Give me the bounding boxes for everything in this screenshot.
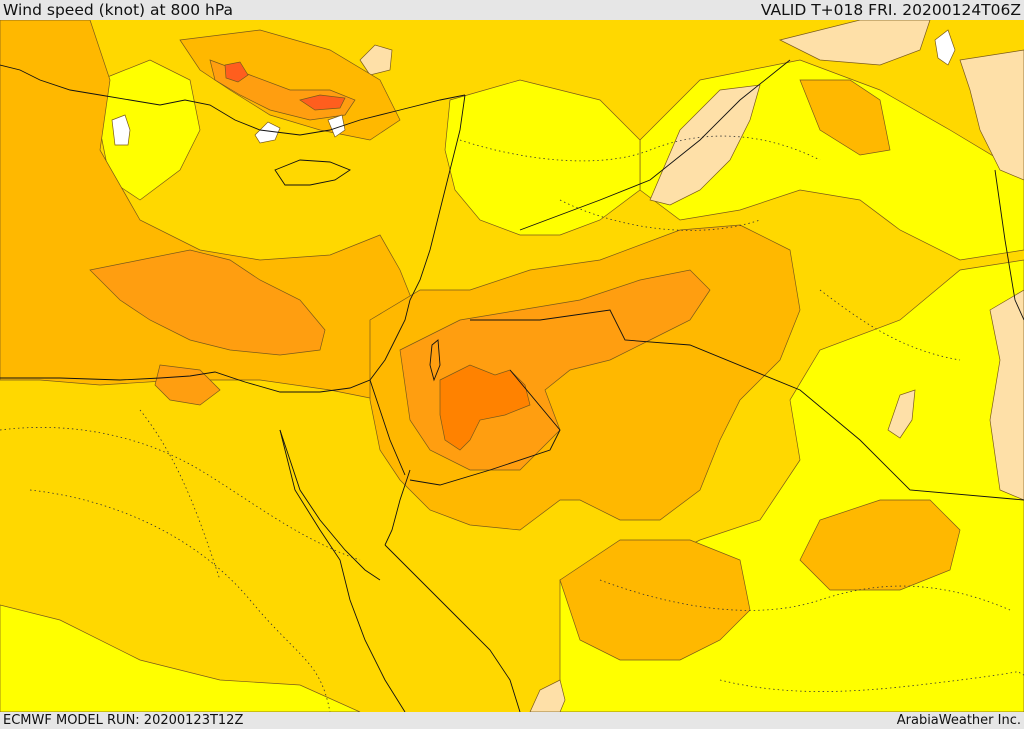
map-canvas [0, 20, 1024, 712]
border-egypt-israel [369, 379, 406, 476]
field-light-5 [887, 389, 916, 439]
credit: ArabiaWeather Inc. [896, 713, 1021, 728]
coast-borders [0, 59, 1024, 712]
field-light-3 [778, 20, 931, 66]
field-redorange-north [224, 61, 346, 111]
wind-speed-map[interactable] [0, 20, 1024, 712]
field-orange-west [89, 249, 326, 356]
border-jordan-iraq [470, 309, 1024, 501]
border-syria-iraq [519, 59, 791, 231]
field-light-1 [649, 84, 761, 206]
field-amber-south [559, 539, 751, 661]
field-orange-sw [154, 364, 221, 406]
field-white-3 [327, 114, 346, 138]
coast-anatolia [0, 64, 466, 136]
footer-bar: ECMWF MODEL RUN: 20200123T12Z ArabiaWeat… [0, 712, 1024, 729]
field-yellow-northwest [99, 59, 201, 201]
field-amber-east [799, 499, 961, 591]
field-white-2 [254, 121, 281, 144]
field-yellow-central-north [444, 79, 641, 236]
coast-red-sea-west [279, 429, 406, 712]
lake-dead-sea [429, 339, 441, 382]
field-darkorange-core [439, 364, 531, 451]
isolines [0, 135, 1024, 712]
field-light-6 [529, 679, 566, 712]
coast-gulf [994, 169, 1024, 321]
field-white-1 [111, 114, 131, 146]
valid-time: VALID T+018 FRI. 20200124T06Z [760, 1, 1021, 19]
map-title: Wind speed (knot) at 800 hPa [3, 1, 234, 19]
header-bar: Wind speed (knot) at 800 hPa VALID T+018… [0, 0, 1024, 20]
field-yellow-southwest [0, 604, 361, 712]
coast-cyprus [274, 159, 351, 186]
coast-red-sea-east [384, 544, 521, 712]
field-white-4 [934, 29, 956, 66]
field-light-2 [989, 289, 1024, 501]
field-light-4 [959, 49, 1024, 181]
field-amber-ne [799, 79, 891, 156]
model-run: ECMWF MODEL RUN: 20200123T12Z [3, 713, 244, 728]
coast-sinai-east [384, 469, 411, 546]
border-jordan-saudi [409, 369, 561, 486]
coast-sinai-west [279, 429, 381, 581]
field-light-7 [359, 44, 393, 76]
